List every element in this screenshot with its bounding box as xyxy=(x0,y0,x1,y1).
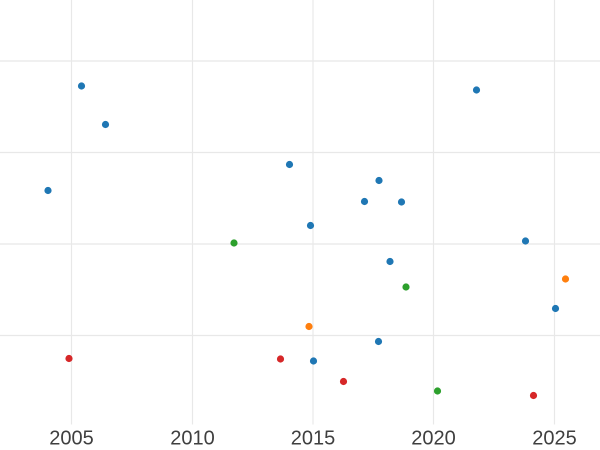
data-point-blue xyxy=(101,120,110,129)
data-point-blue xyxy=(386,257,394,266)
data-point-blue xyxy=(44,186,52,195)
data-point-orange xyxy=(305,322,313,331)
x-tick-label: 2010 xyxy=(170,428,215,450)
x-tick-label: 2005 xyxy=(49,428,94,450)
data-point-blue xyxy=(285,160,294,169)
data-point-red xyxy=(276,355,285,363)
x-tick-label: 2020 xyxy=(411,428,456,450)
data-point-blue xyxy=(309,357,318,365)
data-point-green xyxy=(230,239,238,247)
data-point-green xyxy=(433,387,442,395)
data-point-green xyxy=(402,283,410,291)
x-tick-label: 2015 xyxy=(291,428,336,450)
data-point-blue xyxy=(521,237,530,245)
data-point-blue xyxy=(374,337,383,346)
data-point-blue xyxy=(551,304,560,313)
data-point-red xyxy=(529,391,538,400)
data-point-red xyxy=(65,354,73,363)
data-point-blue xyxy=(360,197,369,206)
data-point-blue xyxy=(375,176,383,185)
data-point-red xyxy=(339,377,348,386)
data-point-orange xyxy=(561,275,570,283)
data-point-blue xyxy=(397,198,406,206)
data-point-blue xyxy=(306,221,315,230)
data-point-blue xyxy=(472,86,481,94)
x-tick-label: 2025 xyxy=(532,428,577,450)
data-point-blue xyxy=(77,82,86,90)
